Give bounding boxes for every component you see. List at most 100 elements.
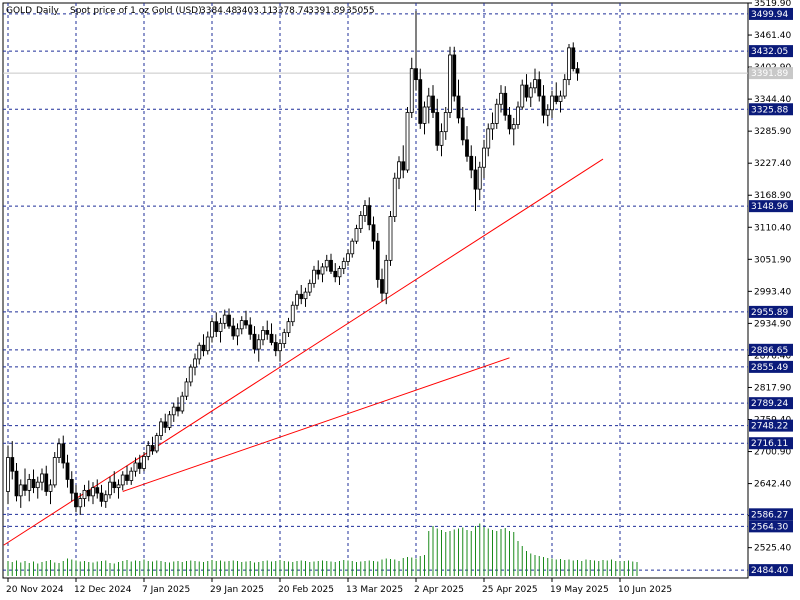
chart-header: GOLD Daily Spot price of 1 oz Gold (USD)… <box>6 6 375 16</box>
candle <box>520 79 525 110</box>
candle-body-down <box>65 462 70 480</box>
candle <box>469 145 474 179</box>
level-label: 3148.96 <box>751 202 788 212</box>
candle <box>550 90 554 118</box>
candle-body-up <box>482 147 486 168</box>
candle-body-down <box>74 492 78 508</box>
candle <box>154 432 159 454</box>
candle <box>312 265 316 288</box>
candle <box>6 445 10 505</box>
candle-body-down <box>465 139 469 157</box>
candle-body-up <box>295 293 299 306</box>
candle <box>303 287 308 307</box>
candle-body-up <box>171 406 176 416</box>
candle <box>486 123 491 157</box>
candle <box>490 112 495 140</box>
candle <box>265 320 270 340</box>
candle-body-up <box>409 68 414 113</box>
candle-body-down <box>473 169 478 190</box>
candle <box>252 326 257 354</box>
candle-body-down <box>231 325 236 337</box>
candle-body-up <box>545 109 550 116</box>
candle <box>205 331 210 355</box>
level-label-box <box>749 520 793 533</box>
candle <box>307 279 312 296</box>
y-tick-label: 3519.90 <box>754 0 791 9</box>
candle-body-up <box>312 269 316 284</box>
candle-body-down <box>31 479 36 489</box>
header-description: Spot price of 1 oz Gold (USD) <box>70 6 202 16</box>
candle <box>227 308 231 329</box>
level-label-box <box>749 45 793 58</box>
candle <box>197 342 202 365</box>
level-label-box <box>749 200 793 213</box>
candle <box>367 197 372 231</box>
x-tick-label: 10 Jun 2025 <box>618 585 672 595</box>
candle <box>333 263 338 283</box>
candle-body-up <box>426 95 431 108</box>
candle <box>337 265 342 285</box>
y-tick-label: 2700.90 <box>754 448 791 458</box>
candle <box>575 62 580 81</box>
candle <box>422 101 427 135</box>
level-label-box <box>749 564 793 577</box>
candle-body-up <box>439 131 444 146</box>
candle-body-up <box>278 343 282 352</box>
axis-layer: 20 Nov 2024 12 Dec 2024 7 Jan 2025 29 Jan 2… <box>6 0 793 595</box>
candle <box>511 117 516 146</box>
candle-body-up <box>384 259 389 294</box>
candle-body-down <box>14 470 19 497</box>
candle-body-down <box>460 117 465 141</box>
x-tick-label: 2 Apr 2025 <box>414 585 464 595</box>
candle <box>346 249 350 266</box>
candle-body-down <box>333 270 338 278</box>
candle-body-down <box>524 84 529 98</box>
candle <box>499 85 503 113</box>
candle-body-down <box>214 321 219 332</box>
candle-body-up <box>193 358 197 368</box>
candle-body-up <box>6 457 10 492</box>
candle <box>214 312 219 338</box>
candle-body-up <box>129 470 134 481</box>
candle <box>405 107 410 173</box>
candle <box>494 98 499 129</box>
candle-body-up <box>358 215 363 229</box>
y-tick-label: 3285.90 <box>754 127 791 137</box>
candle-body-up <box>486 128 491 149</box>
candle-body-up <box>341 261 346 269</box>
candle <box>188 364 193 387</box>
candle <box>562 74 567 99</box>
volume-layer <box>7 523 638 576</box>
candle <box>108 476 112 499</box>
candle <box>363 200 367 223</box>
candle-body-up <box>282 332 287 344</box>
candle-body-up <box>448 54 452 113</box>
candle-body-up <box>261 330 265 341</box>
x-tick-label: 29 Jan 2025 <box>210 585 264 595</box>
candle-layer <box>6 11 580 516</box>
trendline <box>122 357 510 492</box>
y-tick-label: 2934.90 <box>754 319 791 329</box>
candle-body-up <box>184 381 189 397</box>
header-close: 3391.89 <box>308 6 345 16</box>
candle <box>435 98 440 151</box>
candle-body-down <box>537 79 542 97</box>
level-label: 2564.30 <box>751 522 788 532</box>
level-label: 2716.11 <box>751 439 788 449</box>
header-timeframe: Daily <box>36 6 59 16</box>
level-label: 3432.05 <box>751 47 788 57</box>
candle-body-up <box>494 103 499 124</box>
candle <box>171 402 176 422</box>
candle <box>409 57 414 118</box>
candle <box>61 435 66 469</box>
candle <box>448 46 452 118</box>
candle-body-up <box>108 481 112 496</box>
candle <box>99 484 104 507</box>
candle <box>384 254 389 305</box>
candle <box>533 68 537 94</box>
candle <box>503 86 508 121</box>
candle-body-up <box>422 106 427 124</box>
candle <box>27 473 32 502</box>
level-label-box <box>749 360 793 373</box>
candle-body-up <box>154 435 159 452</box>
